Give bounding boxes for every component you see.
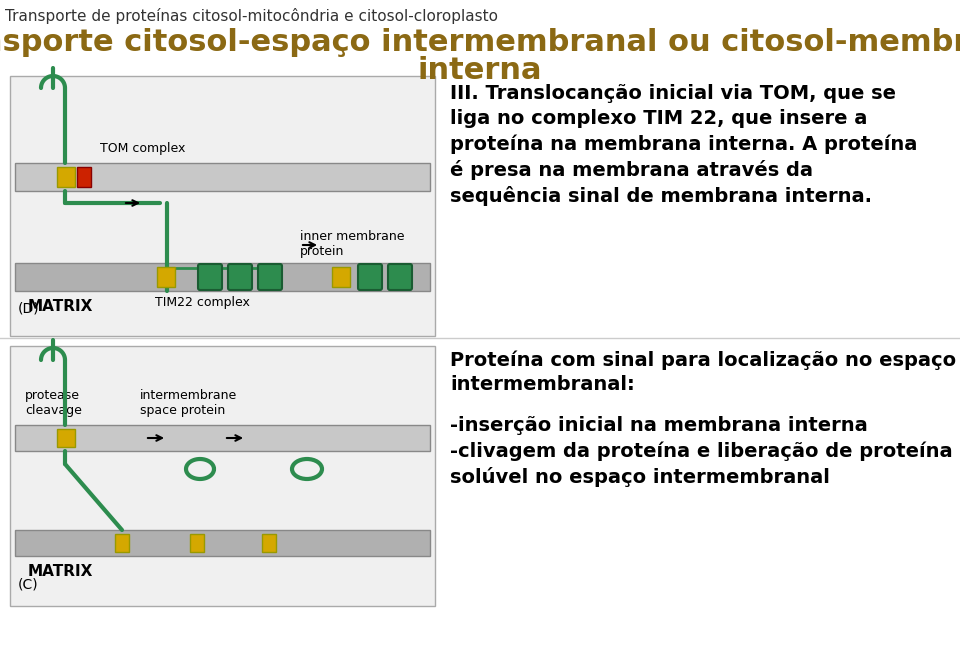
Bar bbox=[190, 534, 204, 552]
Text: -inserção inicial na membrana interna
-clivagem da proteína e liberação de prote: -inserção inicial na membrana interna -c… bbox=[450, 416, 952, 487]
Bar bbox=[10, 76, 435, 336]
FancyBboxPatch shape bbox=[228, 264, 252, 290]
Bar bbox=[57, 429, 75, 447]
FancyBboxPatch shape bbox=[198, 264, 222, 290]
Text: inner membrane
protein: inner membrane protein bbox=[300, 230, 404, 258]
Bar bbox=[77, 167, 91, 187]
Bar bbox=[15, 163, 430, 191]
Text: MATRIX: MATRIX bbox=[28, 299, 93, 314]
Text: III. Translocanção inicial via TOM, que se
liga no complexo TIM 22, que insere a: III. Translocanção inicial via TOM, que … bbox=[450, 84, 918, 206]
Bar bbox=[15, 425, 430, 451]
Text: TIM22 complex: TIM22 complex bbox=[155, 296, 250, 309]
Text: MATRIX: MATRIX bbox=[28, 564, 93, 579]
FancyBboxPatch shape bbox=[388, 264, 412, 290]
Bar bbox=[10, 346, 435, 606]
Bar bbox=[57, 167, 75, 187]
Text: Transporte de proteínas citosol-mitocôndria e citosol-cloroplasto: Transporte de proteínas citosol-mitocônd… bbox=[5, 8, 498, 24]
Text: protease
cleavage: protease cleavage bbox=[25, 389, 82, 417]
Text: Proteína com sinal para localização no espaço
intermembranal:: Proteína com sinal para localização no e… bbox=[450, 350, 956, 394]
Bar bbox=[15, 263, 430, 291]
Text: interna: interna bbox=[418, 56, 542, 85]
Text: TOM complex: TOM complex bbox=[100, 142, 185, 155]
Bar bbox=[332, 267, 350, 287]
Text: (D): (D) bbox=[18, 302, 39, 316]
Bar bbox=[157, 267, 175, 287]
Text: intermembrane
space protein: intermembrane space protein bbox=[140, 389, 237, 417]
Text: (C): (C) bbox=[18, 577, 38, 591]
Bar bbox=[15, 530, 430, 556]
FancyBboxPatch shape bbox=[258, 264, 282, 290]
Bar bbox=[115, 534, 129, 552]
Bar bbox=[262, 534, 276, 552]
Text: Transporte citosol-espaço intermembranal ou citosol-membrana: Transporte citosol-espaço intermembranal… bbox=[0, 28, 960, 57]
FancyBboxPatch shape bbox=[358, 264, 382, 290]
